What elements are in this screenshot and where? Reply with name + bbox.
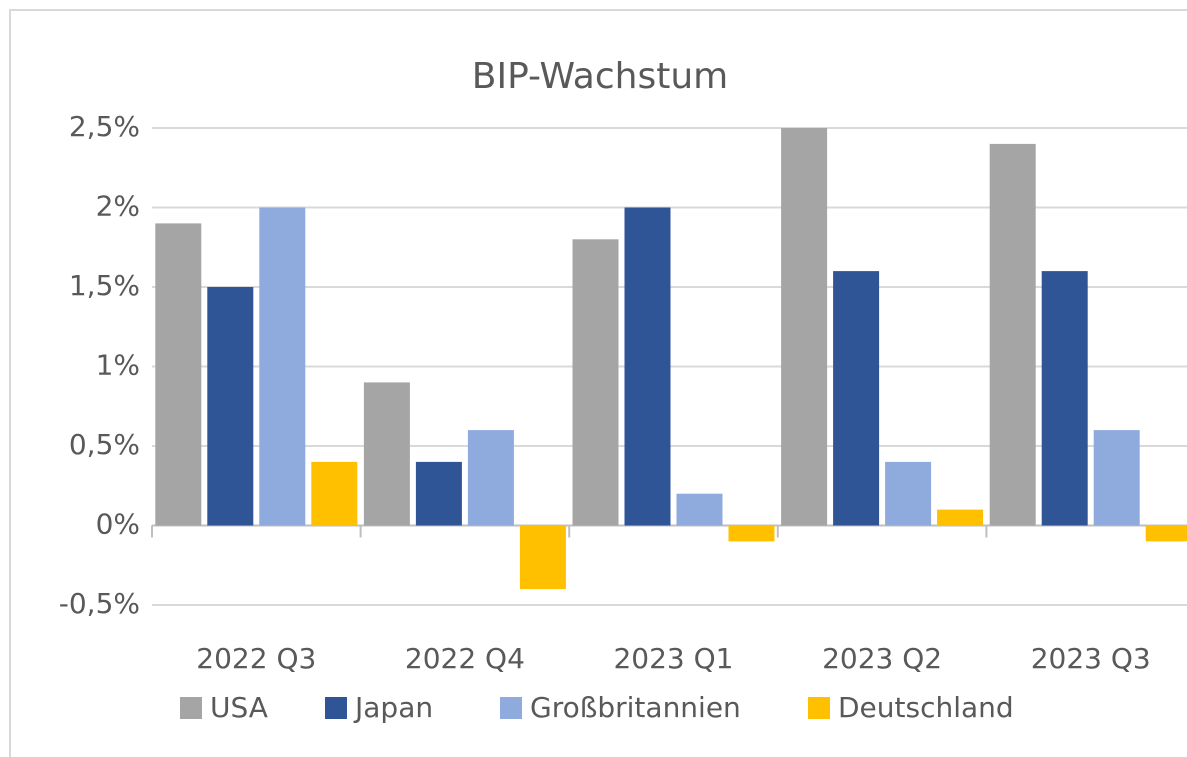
chart-border xyxy=(9,9,1187,757)
x-tick-label: 2022 Q4 xyxy=(405,642,525,675)
legend-label: Japan xyxy=(353,691,433,724)
y-tick-label: 2% xyxy=(96,190,140,223)
y-tick-label: 0% xyxy=(96,508,140,541)
bar xyxy=(781,128,828,526)
bar xyxy=(1093,430,1140,526)
chart-title: BIP-Wachstum xyxy=(472,56,728,97)
y-tick-label: 1% xyxy=(96,349,140,382)
bar xyxy=(885,461,932,526)
legend-label: USA xyxy=(210,691,268,724)
bar xyxy=(728,525,775,542)
y-tick-label: 0,5% xyxy=(69,428,140,461)
bar xyxy=(415,461,462,526)
bar xyxy=(155,223,202,526)
y-tick-label: 2,5% xyxy=(69,110,140,143)
bar xyxy=(519,525,566,590)
legend-swatch xyxy=(325,697,347,719)
bar xyxy=(833,271,880,526)
legend-label: Großbritannien xyxy=(530,691,741,724)
bar xyxy=(624,207,671,526)
x-tick-label: 2023 Q2 xyxy=(822,642,942,675)
y-tick-label: -0,5% xyxy=(59,587,140,620)
bar xyxy=(1041,271,1088,526)
x-tick-label: 2023 Q3 xyxy=(1031,642,1151,675)
bar xyxy=(207,287,254,526)
legend-swatch xyxy=(808,697,830,719)
bar xyxy=(989,143,1036,526)
bar xyxy=(363,382,410,526)
bar xyxy=(676,493,723,526)
bar xyxy=(259,207,306,526)
legend-label: Deutschland xyxy=(838,691,1014,724)
bar xyxy=(467,430,514,526)
bar xyxy=(1145,525,1187,542)
legend-swatch xyxy=(180,697,202,719)
legend-swatch xyxy=(500,697,522,719)
bar xyxy=(572,239,619,526)
bar xyxy=(937,509,984,526)
bar xyxy=(311,461,358,526)
x-tick-label: 2022 Q3 xyxy=(196,642,316,675)
y-tick-label: 1,5% xyxy=(69,269,140,302)
x-tick-label: 2023 Q1 xyxy=(613,642,733,675)
